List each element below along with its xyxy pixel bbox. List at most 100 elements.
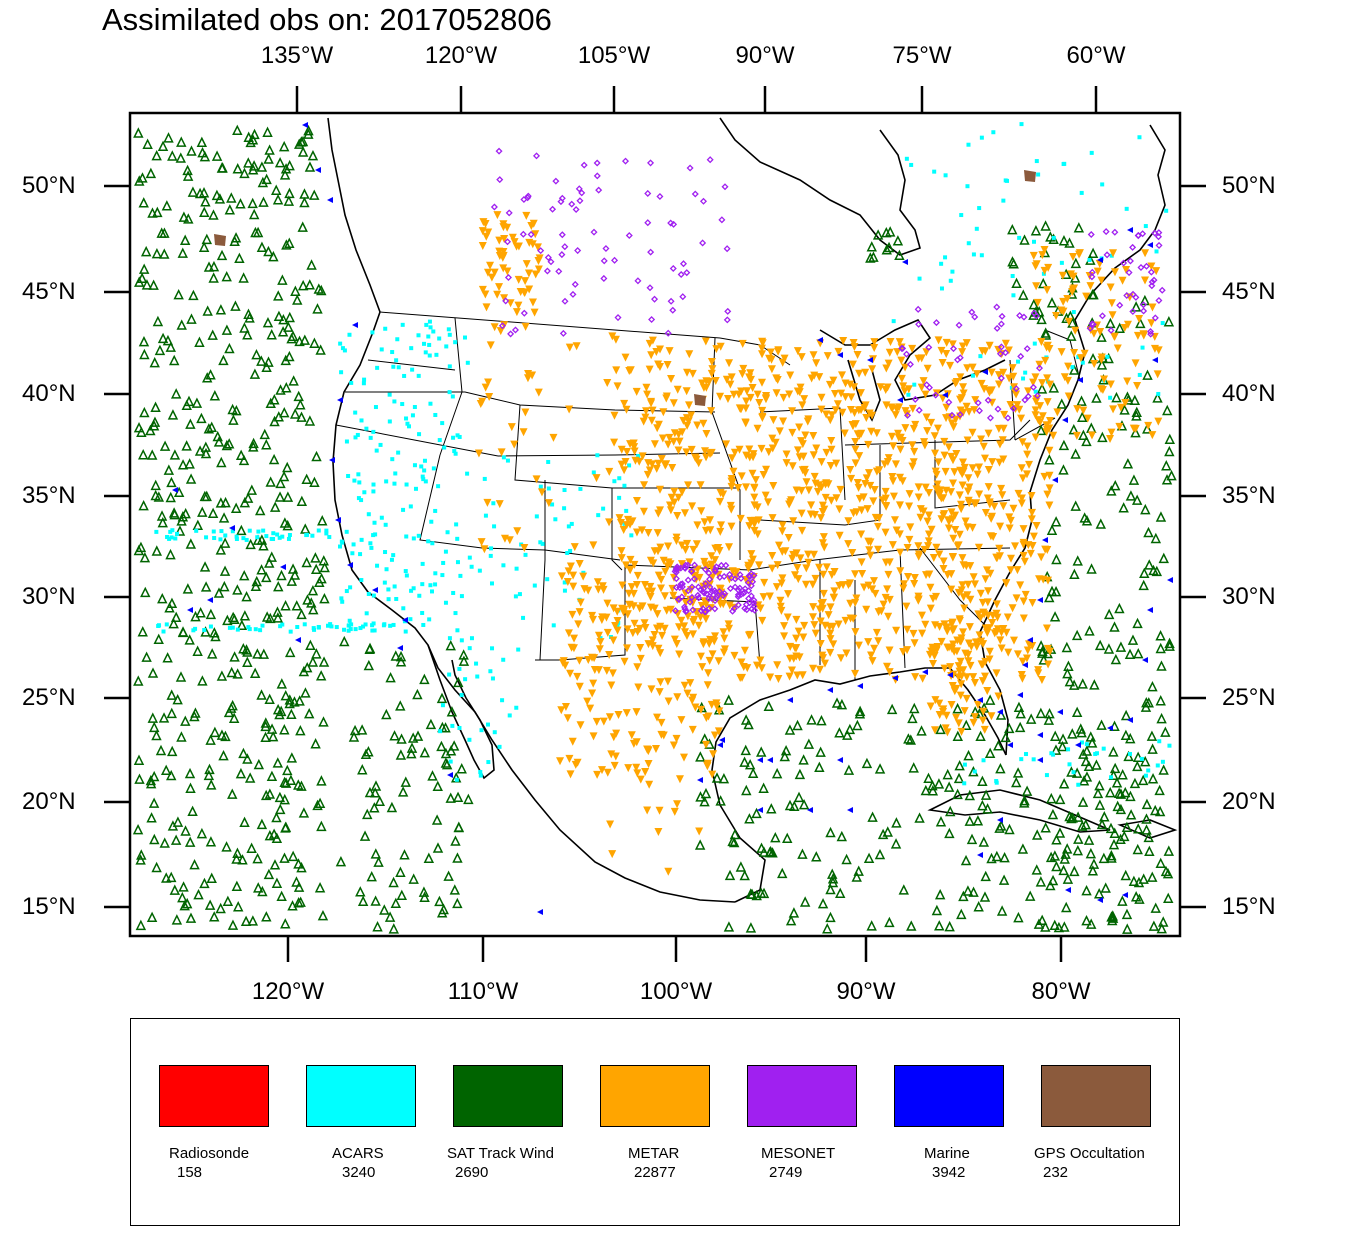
legend-swatch [1041, 1065, 1151, 1127]
acars-marker [1010, 273, 1015, 278]
metar-marker [890, 516, 899, 525]
acars-marker [1146, 768, 1151, 773]
mesonet-marker [1016, 312, 1024, 320]
metar-marker [1031, 373, 1040, 382]
metar-marker [910, 639, 919, 648]
metar-marker [809, 664, 818, 673]
sat-track-wind-marker [139, 551, 151, 563]
metar-marker [568, 610, 577, 619]
sat-track-wind-marker [443, 870, 454, 881]
sat-track-wind-marker [151, 247, 163, 259]
sat-track-wind-marker [192, 519, 204, 531]
metar-marker [833, 400, 842, 409]
metar-marker [701, 337, 710, 346]
acars-marker [562, 488, 567, 493]
sat-track-wind-marker [1061, 641, 1073, 653]
sat-track-wind-marker [166, 871, 177, 883]
sat-track-wind-marker [319, 561, 330, 573]
metar-marker [848, 422, 857, 431]
metar-marker [748, 469, 757, 478]
metar-marker [521, 288, 530, 297]
sat-track-wind-marker [287, 330, 299, 342]
marine-marker [1042, 537, 1048, 543]
metar-marker [978, 347, 987, 356]
acars-marker [500, 698, 505, 703]
metar-marker [826, 416, 835, 425]
acars-marker [467, 555, 472, 560]
sat-track-wind-marker [133, 127, 144, 138]
sat-track-wind-marker [231, 405, 242, 416]
metar-marker [588, 689, 597, 698]
acars-marker [391, 553, 396, 558]
metar-marker [959, 383, 968, 392]
acars-marker [423, 479, 428, 484]
metar-marker [964, 580, 973, 589]
metar-marker [724, 543, 733, 552]
acars-marker [394, 596, 399, 601]
metar-marker [994, 692, 1003, 701]
metar-marker [870, 485, 879, 494]
metar-marker [705, 516, 714, 525]
sat-track-wind-marker [1019, 794, 1030, 806]
sat-track-wind-marker [1164, 445, 1175, 457]
metar-marker [632, 387, 641, 396]
metar-marker [646, 603, 655, 612]
metar-points [474, 211, 1163, 876]
metar-marker [753, 530, 762, 539]
metar-marker [923, 517, 932, 526]
marine-marker [402, 617, 408, 623]
sat-track-wind-marker [177, 247, 188, 258]
metar-marker [979, 640, 988, 649]
acars-marker [516, 647, 521, 652]
metar-marker [1020, 557, 1029, 566]
sat-track-wind-marker [285, 774, 297, 786]
sat-track-wind-marker [1147, 871, 1158, 882]
sat-track-wind-marker [1011, 776, 1022, 788]
metar-marker [512, 308, 521, 317]
metar-marker [788, 428, 797, 437]
sat-track-wind-marker [395, 866, 406, 877]
sat-track-wind-marker [1106, 852, 1117, 863]
mesonet-marker [690, 575, 698, 583]
acars-marker [340, 599, 345, 604]
metar-marker [686, 679, 695, 688]
sat-track-wind-marker [279, 407, 290, 418]
metar-marker [576, 598, 585, 607]
acars-marker [578, 486, 583, 491]
metar-marker [693, 565, 702, 574]
metar-marker [574, 620, 583, 629]
sat-track-wind-marker [139, 406, 150, 418]
sat-track-wind-marker [275, 803, 286, 815]
sat-track-wind-marker [315, 670, 327, 681]
metar-marker [889, 442, 898, 451]
acars-marker [1108, 395, 1113, 400]
sat-track-wind-marker [244, 772, 256, 783]
sat-track-wind-marker [724, 869, 736, 881]
acars-marker [353, 627, 358, 632]
metar-marker [874, 637, 883, 646]
mesonet-marker [683, 269, 691, 277]
metar-marker [861, 368, 870, 377]
sat-track-wind-marker [311, 648, 322, 659]
metar-marker [990, 629, 999, 638]
mesonet-marker [706, 156, 714, 164]
sat-track-wind-marker [235, 198, 246, 209]
sat-track-wind-marker [907, 712, 918, 724]
sat-track-wind-marker [291, 600, 302, 611]
marine-marker [537, 909, 543, 915]
mesonet-marker [923, 381, 931, 389]
metar-marker [692, 540, 701, 549]
metar-marker [707, 407, 716, 416]
acars-marker [1019, 757, 1024, 762]
sat-track-wind-marker [207, 507, 219, 519]
mesonet-marker [1024, 392, 1032, 400]
mesonet-marker [697, 607, 705, 615]
metar-marker [939, 494, 948, 503]
sat-track-wind-marker [137, 449, 149, 460]
acars-marker [410, 367, 415, 372]
metar-marker [819, 533, 828, 542]
sat-track-wind-marker [770, 831, 781, 843]
sat-track-wind-marker [425, 718, 437, 730]
sat-track-wind-marker [282, 764, 293, 776]
legend-swatch [453, 1065, 563, 1127]
